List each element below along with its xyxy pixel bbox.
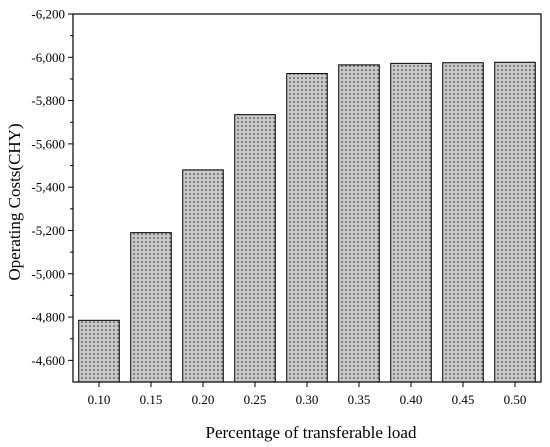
y-tick-label: -5,800 bbox=[31, 93, 65, 108]
bar-0.50 bbox=[494, 61, 536, 383]
x-tick-label: 0.10 bbox=[88, 392, 111, 407]
bar-0.40 bbox=[390, 62, 432, 383]
axes-group: -4,600 -4,800 -5,000 -5,200 -5,400 -5,600 -5,8… bbox=[31, 7, 542, 407]
bar-0.25 bbox=[234, 114, 276, 383]
y-tick-label: -6,000 bbox=[31, 50, 65, 65]
x-tick-label: 0.35 bbox=[348, 392, 371, 407]
bar-0.20 bbox=[182, 169, 224, 383]
y-axis-title: Operating Costs(CHY) bbox=[5, 123, 24, 280]
y-tick-label: -5,600 bbox=[31, 136, 65, 151]
x-axis-title: Percentage of transferable load bbox=[206, 423, 417, 442]
x-tick-label: 0.50 bbox=[504, 392, 527, 407]
y-tick-label: -5,200 bbox=[31, 223, 65, 238]
bar-0.45 bbox=[442, 62, 484, 383]
y-tick-label: -5,400 bbox=[31, 180, 65, 195]
x-tick-label: 0.45 bbox=[452, 392, 475, 407]
x-tick-label: 0.20 bbox=[192, 392, 215, 407]
y-tick-label: -4,800 bbox=[31, 310, 65, 325]
y-tick-label: -4,600 bbox=[31, 353, 65, 368]
bars-group bbox=[78, 61, 536, 383]
bar-0.10 bbox=[78, 319, 120, 383]
x-tick-label: 0.30 bbox=[296, 392, 319, 407]
x-tick-label: 0.25 bbox=[244, 392, 267, 407]
x-tick-label: 0.40 bbox=[400, 392, 423, 407]
y-tick-label: -6,200 bbox=[31, 7, 65, 22]
y-tick-label: -5,000 bbox=[31, 266, 65, 281]
x-tick-label: 0.15 bbox=[140, 392, 163, 407]
bar-0.30 bbox=[286, 73, 328, 383]
bar-0.15 bbox=[130, 232, 172, 383]
bar-0.35 bbox=[338, 64, 380, 383]
